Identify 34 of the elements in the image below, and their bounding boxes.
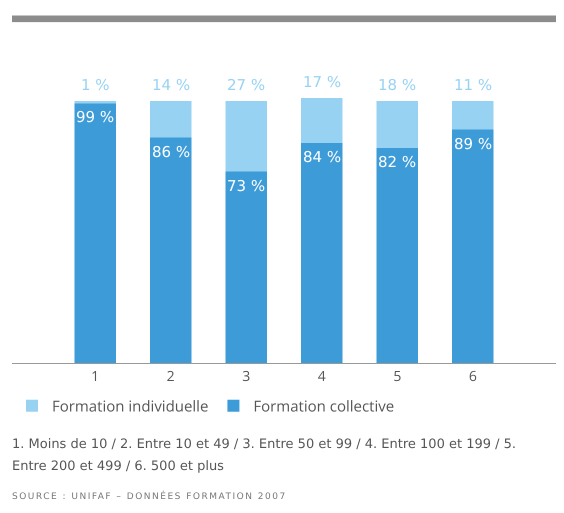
data-label: 14 % [152, 76, 190, 94]
data-label: 86 % [152, 143, 190, 161]
bar [74, 100, 116, 104]
legend-label: Formation collective [253, 396, 394, 417]
data-label: 99 % [76, 108, 114, 126]
data-label: 82 % [378, 153, 416, 171]
x-tick-label: 4 [318, 366, 326, 386]
bar [150, 138, 192, 363]
data-label: 1 % [81, 76, 110, 94]
data-label: 73 % [227, 177, 266, 195]
x-tick-label: 3 [242, 366, 250, 386]
x-tick-label: 6 [468, 366, 477, 386]
data-label: 89 % [454, 135, 492, 153]
bar [452, 100, 494, 130]
bar [376, 148, 418, 363]
text: 1. Moins de 10 / 2. Entre 10 et 49 / 3. Entre 50 et 99 / 4. Entre 100 et 199 / 5. Entre 200 et 499 / 6. 500 et plus [12, 436, 518, 476]
bar [301, 142, 343, 363]
data-label: 18 % [378, 76, 416, 94]
bar [301, 98, 343, 143]
legend-label: Formation individuelle [52, 396, 208, 417]
bar [376, 100, 418, 148]
bar [225, 172, 267, 363]
bar [74, 103, 116, 363]
x-tick-label: 5 [393, 366, 402, 386]
bar [225, 100, 267, 172]
data-label: 27 % [227, 76, 266, 94]
x-tick-label: 2 [166, 366, 175, 386]
x-tick-label: 1 [91, 366, 100, 386]
data-label: 11 % [454, 76, 492, 94]
bar [452, 130, 494, 363]
data-label: 17 % [303, 73, 342, 91]
data-label: 84 % [303, 148, 342, 166]
source-note: SOURCE : UNIFAF – DONNÉES FORMATION 2007 [12, 492, 288, 502]
bar [150, 100, 192, 138]
